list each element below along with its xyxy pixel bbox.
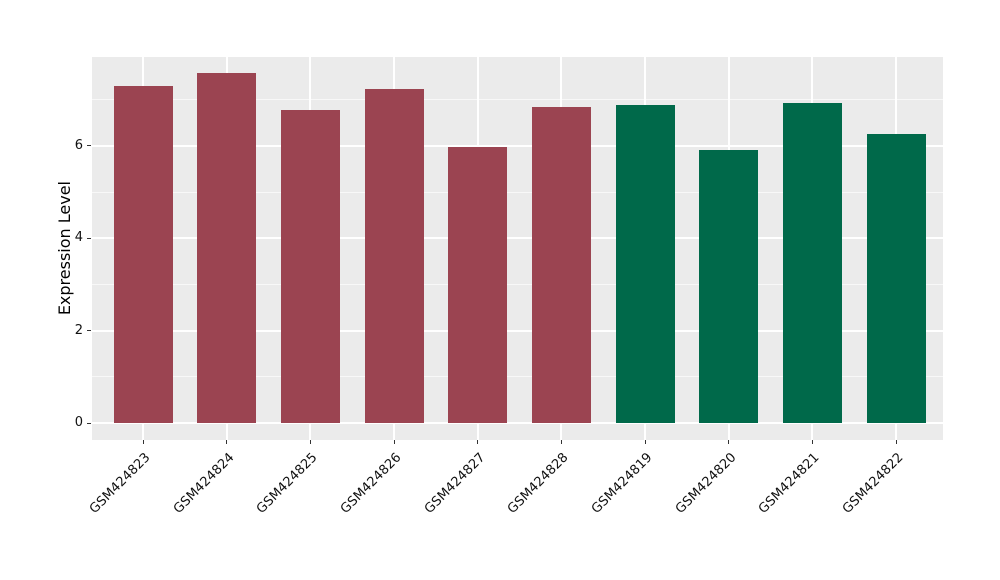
y-tick-mark-0 bbox=[87, 422, 91, 424]
major-gridline-y0 bbox=[92, 422, 943, 424]
x-tick-label-GSM424827: GSM424827 bbox=[421, 450, 488, 517]
x-tick-label-GSM424823: GSM424823 bbox=[86, 450, 154, 517]
x-tick-mark-GSM424821 bbox=[811, 440, 813, 444]
bar-GSM424823 bbox=[113, 85, 173, 423]
minor-gridline-y5 bbox=[92, 191, 943, 193]
bar-GSM424827 bbox=[448, 146, 508, 423]
y-tick-mark-2 bbox=[87, 330, 91, 332]
major-gridline-y6 bbox=[92, 144, 943, 147]
x-tick-mark-GSM424820 bbox=[728, 440, 730, 444]
x-tick-label-GSM424819: GSM424819 bbox=[588, 450, 656, 517]
x-tick-mark-GSM424826 bbox=[393, 440, 395, 444]
x-tick-mark-GSM424823 bbox=[142, 440, 144, 444]
bar-GSM424825 bbox=[280, 110, 340, 423]
minor-gridline-y3 bbox=[92, 283, 943, 285]
bar-GSM424821 bbox=[782, 102, 842, 423]
x-tick-label-GSM424822: GSM424822 bbox=[839, 450, 907, 517]
x-tick-label-GSM424826: GSM424826 bbox=[337, 450, 405, 517]
x-tick-mark-GSM424828 bbox=[560, 440, 562, 444]
minor-gridline-y1 bbox=[92, 376, 943, 378]
plot-panel bbox=[92, 57, 943, 440]
major-gridline-y2 bbox=[92, 329, 943, 332]
bar-GSM424820 bbox=[699, 150, 759, 423]
minor-gridline-y7 bbox=[92, 99, 943, 101]
x-tick-mark-GSM424827 bbox=[477, 440, 479, 444]
y-tick-mark-4 bbox=[87, 237, 91, 239]
major-gridline-y4 bbox=[92, 237, 943, 240]
y-axis-title-text: Expression Level bbox=[54, 181, 74, 316]
bar-GSM424826 bbox=[364, 89, 424, 423]
x-tick-mark-GSM424824 bbox=[226, 440, 228, 444]
bar-GSM424819 bbox=[615, 105, 675, 423]
x-tick-label-GSM424820: GSM424820 bbox=[672, 450, 740, 517]
x-tick-mark-GSM424819 bbox=[644, 440, 646, 444]
y-tick-label-2: 2 bbox=[74, 322, 83, 338]
x-tick-label-GSM424828: GSM424828 bbox=[505, 450, 572, 517]
x-tick-mark-GSM424822 bbox=[895, 440, 897, 444]
x-tick-label-GSM424825: GSM424825 bbox=[254, 450, 321, 517]
bar-GSM424828 bbox=[531, 106, 591, 423]
y-tick-label-6: 6 bbox=[74, 137, 83, 153]
y-axis-title: Expression Level bbox=[52, 57, 76, 440]
x-tick-mark-GSM424825 bbox=[309, 440, 311, 444]
bar-GSM424824 bbox=[197, 73, 257, 423]
y-tick-label-4: 4 bbox=[74, 230, 83, 246]
y-tick-mark-6 bbox=[87, 145, 91, 147]
y-tick-label-0: 0 bbox=[74, 415, 83, 430]
x-tick-label-GSM424821: GSM424821 bbox=[756, 450, 823, 517]
x-tick-label-GSM424824: GSM424824 bbox=[170, 450, 237, 517]
bar-GSM424822 bbox=[866, 133, 926, 423]
